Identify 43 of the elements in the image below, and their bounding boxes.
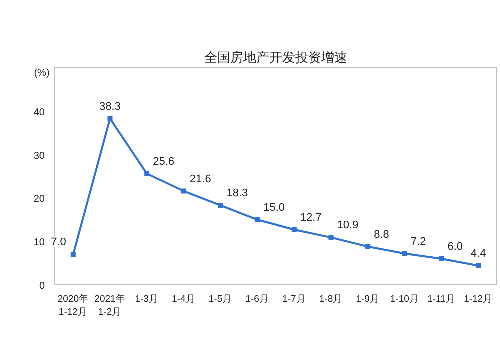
data-label: 4.4 (470, 248, 486, 260)
point (181, 188, 186, 194)
y-tick-label: 0 (39, 281, 46, 292)
point (108, 116, 113, 122)
x-tick-label: 2020年 1-12月 (58, 293, 89, 318)
point (402, 251, 408, 256)
x-tick-label: 1-7月 (282, 294, 306, 305)
point (70, 252, 76, 258)
data-label: 7.2 (410, 236, 426, 248)
point (366, 244, 371, 250)
x-tick-label: 2021年 1-2月 (94, 293, 126, 318)
y-tick-label: 30 (34, 150, 46, 162)
point (218, 203, 224, 208)
x-tick-label: 1-3月 (135, 294, 159, 305)
x-tick-label: 1-9月 (356, 294, 380, 305)
point (292, 227, 297, 232)
x-tick-label: 1-5月 (208, 294, 233, 305)
data-label: 10.9 (337, 220, 359, 232)
y-tick-label: 20 (34, 194, 46, 206)
data-label: 38.3 (100, 100, 121, 113)
y-tick-label: 10 (34, 238, 46, 249)
y-axis-title: (%) (34, 68, 50, 79)
y-tick-label: 40 (34, 107, 46, 118)
data-label: 21.6 (190, 173, 212, 186)
data-label: 7.0 (51, 236, 66, 249)
data-label: 25.6 (153, 156, 175, 168)
x-tick-label: 1-12月 (464, 294, 494, 305)
point (144, 171, 150, 176)
point (439, 256, 444, 262)
x-tick-label: 1-4月 (172, 294, 196, 305)
chart-title: 全国房地产开发投资增速 (204, 50, 348, 65)
x-tick-label: 1-8月 (319, 294, 344, 305)
data-label: 15.0 (264, 202, 286, 214)
x-tick-label: 1-6月 (246, 294, 270, 305)
x-tick-label: 1-10月 (390, 294, 420, 305)
point (476, 263, 482, 268)
point (255, 217, 260, 222)
data-label: 12.7 (300, 212, 322, 224)
data-label: 6.0 (448, 240, 464, 253)
data-label: 18.3 (226, 188, 248, 200)
point (328, 235, 334, 240)
x-tick-label: 1-11月 (428, 294, 456, 305)
data-label: 8.8 (374, 228, 390, 241)
